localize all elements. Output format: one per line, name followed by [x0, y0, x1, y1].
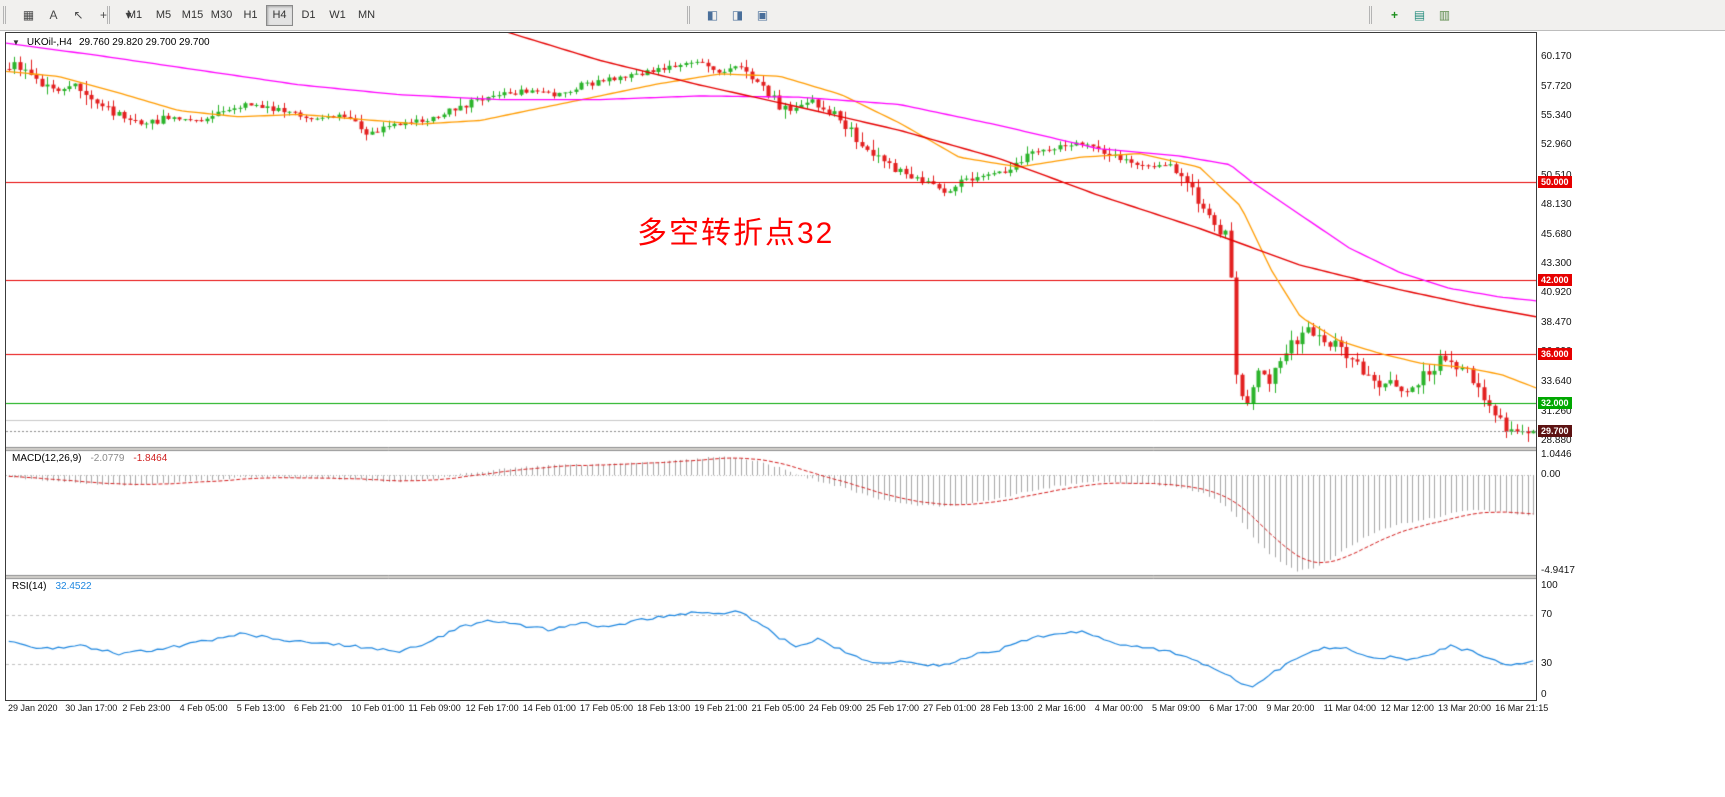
- rsi-axis-label: 30: [1541, 657, 1553, 669]
- price-level-badge: 50.000: [1538, 175, 1572, 188]
- time-axis-label: 11 Mar 04:00: [1323, 703, 1376, 713]
- time-axis-label: 5 Feb 13:00: [236, 703, 285, 713]
- time-axis-label: 29 Jan 2020: [8, 703, 58, 713]
- timeframe-h4[interactable]: H4: [266, 4, 293, 26]
- price-axis-tick: 52.960: [1541, 139, 1572, 151]
- price-level-badge: 42.000: [1538, 273, 1572, 286]
- crosshair-icon[interactable]: +: [99, 8, 107, 22]
- time-axis-label: 9 Mar 20:00: [1266, 703, 1315, 713]
- toolbar: ▦ A ↖ + ▾ M1 M5 M15 M30 H1 H4 D1 W1 MN ◧ ◨ ▣ + ▤ ▥: [0, 0, 1725, 31]
- price-axis-tick: 60.170: [1541, 51, 1572, 63]
- timeframe-mn[interactable]: MN: [357, 9, 376, 21]
- timeframe-m1[interactable]: M1: [126, 9, 143, 21]
- price-axis-tick: 45.680: [1541, 228, 1572, 240]
- cascade-windows-icon[interactable]: ◨: [731, 8, 744, 22]
- time-axis-label: 4 Mar 00:00: [1094, 703, 1143, 713]
- macd-axis-label: 1.0446: [1541, 448, 1572, 460]
- price-axis-tick: 38.470: [1541, 317, 1572, 329]
- toolbar-grip[interactable]: [107, 6, 114, 24]
- time-axis-label: 6 Feb 21:00: [294, 703, 343, 713]
- text-label-icon[interactable]: A: [49, 8, 58, 22]
- symbol-label: UKOil-,H4: [26, 37, 72, 48]
- rsi-value: 32.4522: [55, 581, 92, 592]
- time-axis-label: 14 Feb 01:00: [522, 703, 576, 713]
- time-axis-label: 4 Feb 05:00: [179, 703, 228, 713]
- time-axis-label: 25 Feb 17:00: [866, 703, 920, 713]
- timeframe-h1[interactable]: H1: [243, 9, 258, 21]
- toolbar-group-extras: + ▤ ▥: [1368, 3, 1456, 27]
- time-axis-label: 10 Feb 01:00: [351, 703, 405, 713]
- chart-canvas[interactable]: [6, 33, 1536, 700]
- time-axis-label: 2 Feb 23:00: [122, 703, 171, 713]
- symbol-ohlc: 29.760 29.820 29.700 29.700: [78, 37, 210, 48]
- timeframe-m30[interactable]: M30: [210, 9, 233, 21]
- time-axis-label: 27 Feb 01:00: [923, 703, 977, 713]
- timeframe-w1[interactable]: W1: [329, 9, 346, 21]
- tile-windows-icon[interactable]: ◧: [706, 8, 719, 22]
- toolbar-group-tools: ▦ A ↖ + ▾: [2, 3, 140, 27]
- timeframe-m15[interactable]: M15: [181, 9, 204, 21]
- time-axis-label: 6 Mar 17:00: [1209, 703, 1258, 713]
- price-level-badge: 32.000: [1538, 396, 1572, 409]
- toolbar-grip[interactable]: [1369, 6, 1376, 24]
- profile-icon[interactable]: ▥: [1438, 8, 1451, 22]
- price-level-badge: 36.000: [1538, 347, 1572, 360]
- time-axis-label: 24 Feb 09:00: [808, 703, 862, 713]
- time-axis-label: 30 Jan 17:00: [65, 703, 118, 713]
- macd-axis-label: -4.9417: [1541, 564, 1575, 576]
- price-axis-tick: 40.920: [1541, 287, 1572, 299]
- price-axis-tick: 43.300: [1541, 257, 1572, 269]
- chart-annotation-text[interactable]: 多空转折点32: [637, 217, 835, 250]
- price-axis-tick: 48.130: [1541, 198, 1572, 210]
- time-axis-label: 19 Feb 21:00: [694, 703, 748, 713]
- symbol-quote-line: ▼ UKOil-,H4 29.760 29.820 29.700 29.700: [12, 37, 210, 48]
- time-axis-label: 28 Feb 13:00: [980, 703, 1034, 713]
- chart-grid-icon[interactable]: ▦: [22, 8, 35, 22]
- macd-name: MACD(12,26,9): [12, 453, 82, 464]
- time-axis-label: 13 Mar 20:00: [1438, 703, 1492, 713]
- time-axis-label: 11 Feb 09:00: [408, 703, 461, 713]
- chart-area[interactable]: [5, 32, 1537, 701]
- price-axis-tick: 55.340: [1541, 110, 1572, 122]
- add-indicator-icon[interactable]: +: [1390, 8, 1398, 22]
- toolbar-grip[interactable]: [687, 6, 694, 24]
- price-axis-tick: 33.640: [1541, 376, 1572, 388]
- cursor-icon[interactable]: ↖: [73, 8, 84, 22]
- time-axis-label: 5 Mar 09:00: [1152, 703, 1201, 713]
- rsi-label-line: RSI(14) 32.4522: [12, 581, 92, 592]
- time-axis-label: 16 Mar 21:15: [1495, 703, 1549, 713]
- time-axis-label: 18 Feb 13:00: [637, 703, 691, 713]
- macd-axis-label: 0.00: [1541, 469, 1561, 481]
- price-axis-tick: 28.880: [1541, 434, 1572, 446]
- timeframe-d1[interactable]: D1: [301, 9, 316, 21]
- toolbar-grip[interactable]: [3, 6, 10, 24]
- price-axis-tick: 57.720: [1541, 81, 1572, 93]
- price-axis-tick: 50.510: [1541, 170, 1572, 181]
- macd-signal-value: -1.8464: [133, 453, 168, 464]
- rsi-axis-label: 100: [1541, 580, 1558, 591]
- rsi-axis-label: 0: [1541, 689, 1547, 700]
- macd-main-value: -2.0779: [90, 453, 125, 464]
- rsi-axis-label: 70: [1541, 609, 1553, 621]
- timeframe-m5[interactable]: M5: [155, 9, 172, 21]
- rsi-name: RSI(14): [12, 581, 47, 592]
- symbol-dropdown-icon[interactable]: ▼: [12, 38, 20, 47]
- maximize-chart-icon[interactable]: ▣: [756, 8, 769, 22]
- time-axis-label: 2 Mar 16:00: [1037, 703, 1086, 713]
- time-axis-label: 17 Feb 05:00: [580, 703, 634, 713]
- price-axis-tick: 31.260: [1541, 405, 1572, 417]
- current-price-badge: 29.700: [1538, 424, 1572, 437]
- macd-label-line: MACD(12,26,9) -2.0779 -1.8464: [12, 453, 167, 464]
- time-axis-label: 21 Feb 05:00: [751, 703, 805, 713]
- template-icon[interactable]: ▤: [1413, 8, 1426, 22]
- price-axis[interactable]: [1538, 32, 1598, 701]
- time-axis-label: 12 Feb 17:00: [465, 703, 519, 713]
- toolbar-group-windows: ◧ ◨ ▣: [686, 3, 774, 27]
- toolbar-group-timeframes: M1 M5 M15 M30 H1 H4 D1 W1 MN: [106, 3, 380, 27]
- line-studies-dropdown-icon[interactable]: ▾: [125, 8, 132, 22]
- time-axis-label: 12 Mar 12:00: [1380, 703, 1434, 713]
